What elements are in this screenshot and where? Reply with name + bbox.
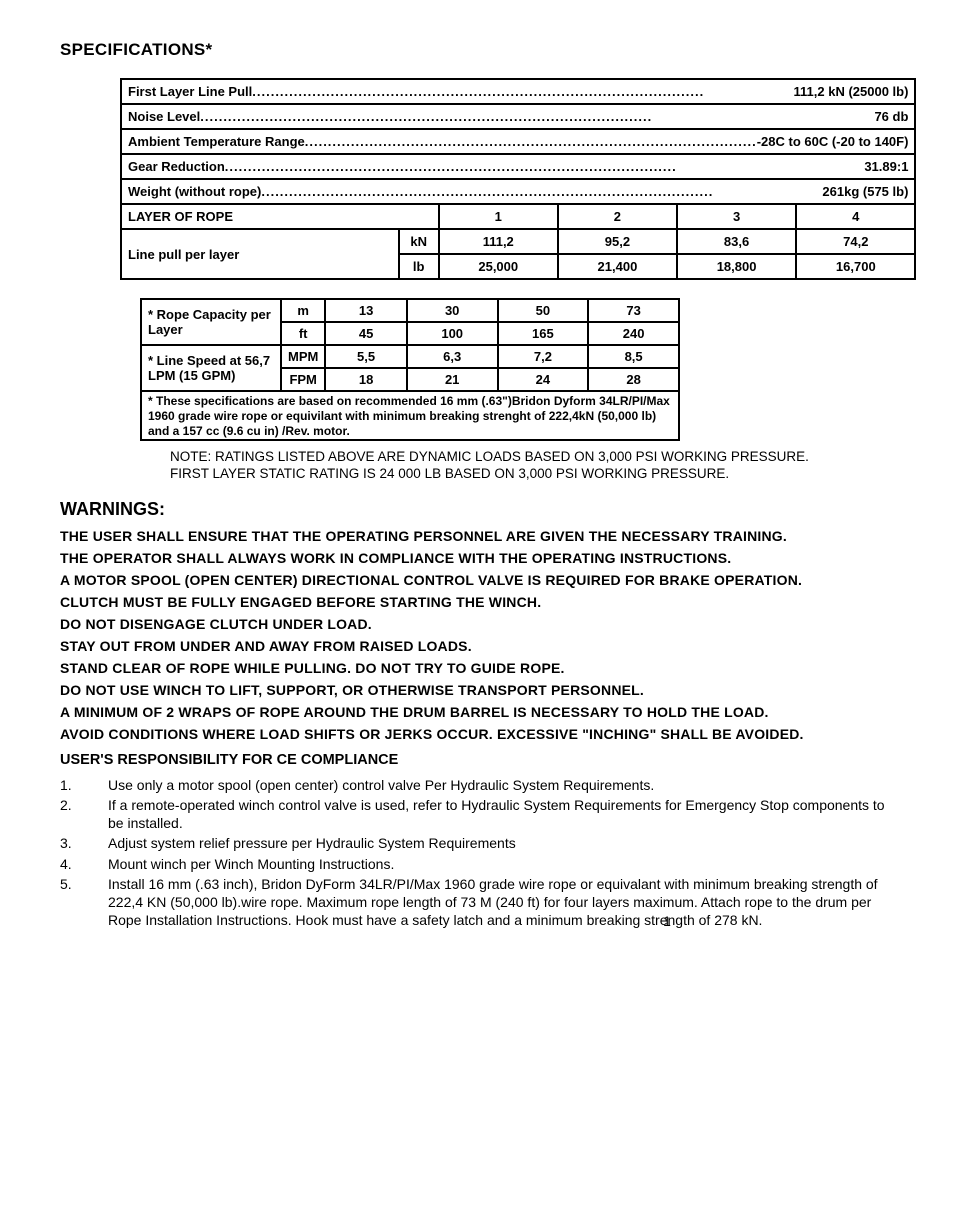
rating-note: NOTE: RATINGS LISTED ABOVE ARE DYNAMIC L… [170, 449, 810, 483]
cap-m-4: 73 [588, 299, 679, 322]
layer-header-3: 3 [677, 204, 796, 229]
warning-item: THE USER SHALL ENSURE THAT THE OPERATING… [60, 528, 894, 544]
speed-fpm-1: 18 [325, 368, 407, 391]
warning-item: A MINIMUM OF 2 WRAPS OF ROPE AROUND THE … [60, 704, 894, 720]
cap-ft-4: 240 [588, 322, 679, 345]
ce-item-text: If a remote-operated winch control valve… [108, 796, 894, 832]
spec-value: 31.89:1 [864, 159, 908, 174]
rope-capacity-label: * Rope Capacity per Layer [141, 299, 281, 345]
spec-leader [225, 159, 865, 174]
lb-3: 18,800 [677, 254, 796, 279]
lb-2: 21,400 [558, 254, 677, 279]
unit-m: m [281, 299, 325, 322]
warning-item: A MOTOR SPOOL (OPEN CENTER) DIRECTIONAL … [60, 572, 894, 588]
spec-line-first-layer: First Layer Line Pull 111,2 kN (25000 lb… [121, 79, 915, 104]
rope-footnote-row: * These specifications are based on reco… [141, 391, 679, 440]
ce-item: If a remote-operated winch control valve… [60, 796, 894, 832]
specifications-heading: SPECIFICATIONS* [60, 40, 894, 60]
lb-1: 25,000 [439, 254, 558, 279]
line-pull-label: Line pull per layer [121, 229, 399, 279]
ce-item: Mount winch per Winch Mounting Instructi… [60, 855, 894, 873]
ce-item: Adjust system relief pressure per Hydrau… [60, 834, 894, 852]
speed-fpm-4: 28 [588, 368, 679, 391]
speed-fpm-3: 24 [498, 368, 589, 391]
rope-capacity-table: * Rope Capacity per Layer m 13 30 50 73 … [140, 298, 680, 441]
warning-item: THE OPERATOR SHALL ALWAYS WORK IN COMPLI… [60, 550, 894, 566]
kn-1: 111,2 [439, 229, 558, 254]
specifications-table: First Layer Line Pull 111,2 kN (25000 lb… [120, 78, 916, 280]
kn-4: 74,2 [796, 229, 915, 254]
kn-3: 83,6 [677, 229, 796, 254]
ce-item: Use only a motor spool (open center) con… [60, 776, 894, 794]
layer-header-2: 2 [558, 204, 677, 229]
speed-mpm-3: 7,2 [498, 345, 589, 368]
ce-item-text: Install 16 mm (.63 inch), Bridon DyForm … [108, 875, 894, 930]
cap-ft-2: 100 [407, 322, 498, 345]
spec-leader [200, 109, 874, 124]
speed-fpm-2: 21 [407, 368, 498, 391]
layer-header-row: LAYER OF ROPE 1 2 3 4 [121, 204, 915, 229]
line-pull-kn-row: Line pull per layer kN 111,2 95,2 83,6 7… [121, 229, 915, 254]
spec-label: Ambient Temperature Range [128, 134, 305, 149]
ce-item-text: Mount winch per Winch Mounting Instructi… [108, 855, 394, 873]
line-speed-label: * Line Speed at 56,7 LPM (15 GPM) [141, 345, 281, 391]
spec-label: Noise Level [128, 109, 200, 124]
unit-kn: kN [399, 229, 439, 254]
spec-leader [305, 134, 757, 149]
line-speed-mpm-row: * Line Speed at 56,7 LPM (15 GPM) MPM 5,… [141, 345, 679, 368]
rope-cap-m-row: * Rope Capacity per Layer m 13 30 50 73 [141, 299, 679, 322]
spec-value: 76 db [874, 109, 908, 124]
unit-fpm: FPM [281, 368, 325, 391]
cap-m-2: 30 [407, 299, 498, 322]
warnings-heading: WARNINGS: [60, 499, 894, 520]
rope-footnote-text: * These specifications are based on reco… [141, 391, 679, 440]
warning-item: STAND CLEAR OF ROPE WHILE PULLING. DO NO… [60, 660, 894, 676]
layer-header-4: 4 [796, 204, 915, 229]
lb-4: 16,700 [796, 254, 915, 279]
spec-value: -28C to 60C (-20 to 140F) [757, 134, 909, 149]
ce-heading: USER'S RESPONSIBILITY FOR CE COMPLIANCE [60, 752, 894, 768]
layer-header-1: 1 [439, 204, 558, 229]
spec-leader [261, 184, 822, 199]
warning-item: AVOID CONDITIONS WHERE LOAD SHIFTS OR JE… [60, 726, 894, 742]
cap-m-1: 13 [325, 299, 407, 322]
spec-line-noise: Noise Level 76 db [121, 104, 915, 129]
spec-value: 261kg (575 lb) [822, 184, 908, 199]
unit-lb: lb [399, 254, 439, 279]
kn-2: 95,2 [558, 229, 677, 254]
spec-label: Weight (without rope) [128, 184, 261, 199]
ce-item-text: Use only a motor spool (open center) con… [108, 776, 654, 794]
unit-ft: ft [281, 322, 325, 345]
cap-ft-1: 45 [325, 322, 407, 345]
ce-item: Install 16 mm (.63 inch), Bridon DyForm … [60, 875, 894, 930]
spec-leader [252, 84, 793, 99]
cap-m-3: 50 [498, 299, 589, 322]
speed-mpm-4: 8,5 [588, 345, 679, 368]
speed-mpm-1: 5,5 [325, 345, 407, 368]
spec-line-gear: Gear Reduction 31.89:1 [121, 154, 915, 179]
layer-header-label: LAYER OF ROPE [121, 204, 439, 229]
spec-label: Gear Reduction [128, 159, 225, 174]
warning-item: STAY OUT FROM UNDER AND AWAY FROM RAISED… [60, 638, 894, 654]
ce-item-text: Adjust system relief pressure per Hydrau… [108, 834, 516, 852]
ce-list: Use only a motor spool (open center) con… [60, 776, 894, 930]
cap-ft-3: 165 [498, 322, 589, 345]
speed-mpm-2: 6,3 [407, 345, 498, 368]
spec-line-weight: Weight (without rope) 261kg (575 lb) [121, 179, 915, 204]
spec-value: 111,2 kN (25000 lb) [794, 84, 909, 99]
spec-label: First Layer Line Pull [128, 84, 252, 99]
warning-item: DO NOT DISENGAGE CLUTCH UNDER LOAD. [60, 616, 894, 632]
warning-item: DO NOT USE WINCH TO LIFT, SUPPORT, OR OT… [60, 682, 894, 698]
spec-line-ambient: Ambient Temperature Range -28C to 60C (-… [121, 129, 915, 154]
warning-item: CLUTCH MUST BE FULLY ENGAGED BEFORE STAR… [60, 594, 894, 610]
unit-mpm: MPM [281, 345, 325, 368]
